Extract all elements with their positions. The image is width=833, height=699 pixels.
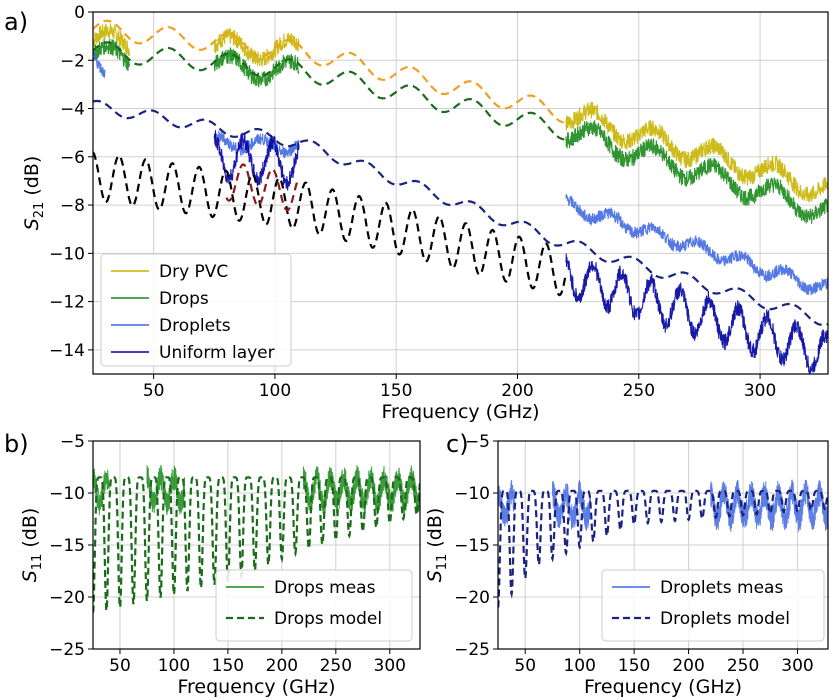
legend-box [100, 253, 292, 367]
series-line [565, 253, 828, 374]
y-axis-label: S11 (dB) [424, 508, 450, 583]
y-tick-label: −5 [60, 432, 85, 452]
panel-label-a: a) [4, 8, 28, 36]
panel-a: 50 100 150 200 250 300 0 −2 −4 −6 −8 −10 −12 −14 Frequ… [21, 3, 829, 423]
model-line [225, 163, 300, 212]
legend-label: Dry PVC [159, 262, 228, 282]
legend-box [601, 569, 825, 642]
y-tick-label: −8 [60, 196, 85, 216]
legend-label: Droplets meas [660, 578, 783, 598]
y-tick-label: −14 [49, 341, 85, 361]
y-tick-label: −25 [49, 640, 85, 660]
legend-box [215, 569, 413, 642]
y-tick-label: −10 [454, 484, 490, 504]
x-tick-label: 150 [380, 381, 412, 401]
x-tick-label: 300 [374, 656, 406, 676]
y-tick-label: −12 [49, 293, 85, 313]
y-tick-label: −15 [49, 536, 85, 556]
x-axis-label: Frequency (GHz) [177, 676, 335, 698]
legend-label: Drops meas [274, 578, 376, 598]
x-tick-label: 250 [727, 656, 759, 676]
x-tick-label: 200 [672, 656, 704, 676]
x-axis-label: Frequency (GHz) [584, 676, 742, 698]
plot-frame [92, 11, 829, 375]
series-line [565, 120, 828, 224]
legend: Droplets meas Droplets model [601, 569, 825, 642]
y-tick-label: −15 [454, 536, 490, 556]
panel-label-b: b) [4, 430, 29, 458]
model-line [93, 476, 420, 613]
y-tick-label: −6 [60, 148, 85, 168]
legend-label: Uniform layer [159, 343, 275, 363]
panel-c: 50 100 150 200 250 300 −5 −10 −15 −20 −25 Frequency… [424, 432, 829, 698]
x-tick-label: 200 [266, 656, 298, 676]
legend-label: Droplets [159, 316, 231, 336]
x-tick-label: 100 [259, 381, 291, 401]
x-tick-label: 200 [501, 381, 533, 401]
series-line [213, 28, 300, 67]
series-line [709, 479, 828, 532]
plot-area [93, 465, 420, 613]
y-tick-label: 0 [74, 3, 85, 23]
y-tick-label: −25 [454, 640, 490, 660]
y-axis-label: S21 (dB) [21, 156, 47, 231]
series-line [213, 47, 300, 88]
y-tick-label: −5 [465, 432, 490, 452]
legend: Drops meas Drops model [215, 569, 413, 642]
y-tick-label: −2 [60, 51, 85, 71]
series-line [93, 50, 106, 78]
y-tick-label: −20 [454, 588, 490, 608]
x-tick-label: 100 [563, 656, 595, 676]
series-line [93, 468, 110, 516]
series-line [93, 23, 130, 57]
y-tick-label: −10 [49, 244, 85, 264]
legend-label: Drops [159, 289, 209, 309]
series-line [565, 100, 828, 203]
model-line [93, 41, 566, 141]
series-line [565, 193, 828, 296]
x-tick-label: 50 [514, 656, 536, 676]
plot-area [498, 479, 828, 608]
model-line [93, 99, 828, 327]
panel-label-c: c) [446, 430, 469, 458]
x-tick-label: 150 [618, 656, 650, 676]
legend-label: Drops model [274, 609, 382, 629]
series-line [552, 479, 591, 532]
x-axis-label: Frequency (GHz) [381, 401, 539, 423]
x-tick-label: 50 [109, 656, 131, 676]
x-tick-label: 150 [212, 656, 244, 676]
model-line [498, 489, 828, 608]
model-line [93, 19, 566, 124]
series-line [146, 465, 186, 516]
plot-area [93, 19, 828, 374]
y-tick-label: −4 [60, 100, 85, 120]
model-line [93, 151, 567, 297]
series-line [498, 480, 515, 527]
legend-label: Droplets model [660, 609, 790, 629]
panel-b: 50 100 150 200 250 300 −5 −10 −15 −20 −25 Frequency… [19, 432, 421, 698]
legend: Dry PVC Drops Droplets Uniform layer [100, 253, 292, 367]
y-tick-label: −10 [49, 484, 85, 504]
series-line [93, 38, 130, 72]
x-tick-label: 250 [623, 381, 655, 401]
y-tick-label: −20 [49, 588, 85, 608]
x-tick-label: 300 [744, 381, 776, 401]
x-tick-label: 50 [143, 381, 165, 401]
x-tick-label: 250 [320, 656, 352, 676]
x-tick-label: 300 [781, 656, 813, 676]
series-line [213, 130, 300, 159]
x-tick-label: 100 [158, 656, 190, 676]
y-axis-label: S11 (dB) [19, 508, 45, 583]
